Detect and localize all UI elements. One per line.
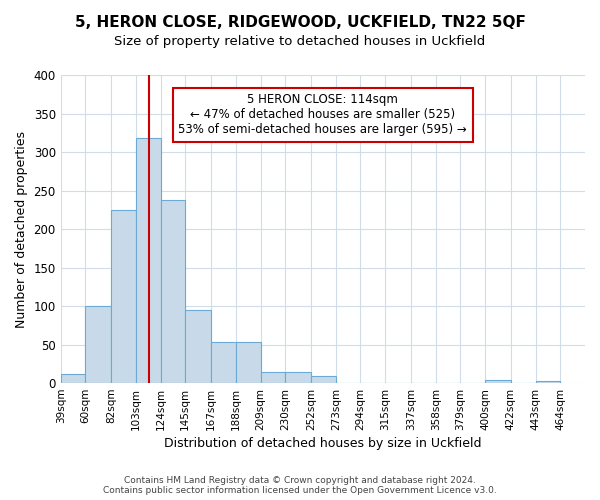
Bar	[485, 380, 511, 383]
Bar	[285, 372, 311, 383]
Bar	[311, 376, 336, 383]
Bar	[260, 372, 285, 383]
Bar	[85, 306, 111, 383]
Text: Size of property relative to detached houses in Uckfield: Size of property relative to detached ho…	[115, 35, 485, 48]
Text: Contains HM Land Registry data © Crown copyright and database right 2024.
Contai: Contains HM Land Registry data © Crown c…	[103, 476, 497, 495]
Bar	[236, 342, 260, 383]
Text: 5 HERON CLOSE: 114sqm
← 47% of detached houses are smaller (525)
53% of semi-det: 5 HERON CLOSE: 114sqm ← 47% of detached …	[178, 94, 467, 136]
Text: 5, HERON CLOSE, RIDGEWOOD, UCKFIELD, TN22 5QF: 5, HERON CLOSE, RIDGEWOOD, UCKFIELD, TN2…	[74, 15, 526, 30]
Bar	[61, 374, 85, 383]
Y-axis label: Number of detached properties: Number of detached properties	[15, 130, 28, 328]
Bar	[136, 138, 161, 383]
Bar	[111, 210, 136, 383]
Bar	[161, 200, 185, 383]
Bar	[211, 342, 236, 383]
Bar	[185, 310, 211, 383]
X-axis label: Distribution of detached houses by size in Uckfield: Distribution of detached houses by size …	[164, 437, 482, 450]
Bar	[536, 381, 560, 383]
